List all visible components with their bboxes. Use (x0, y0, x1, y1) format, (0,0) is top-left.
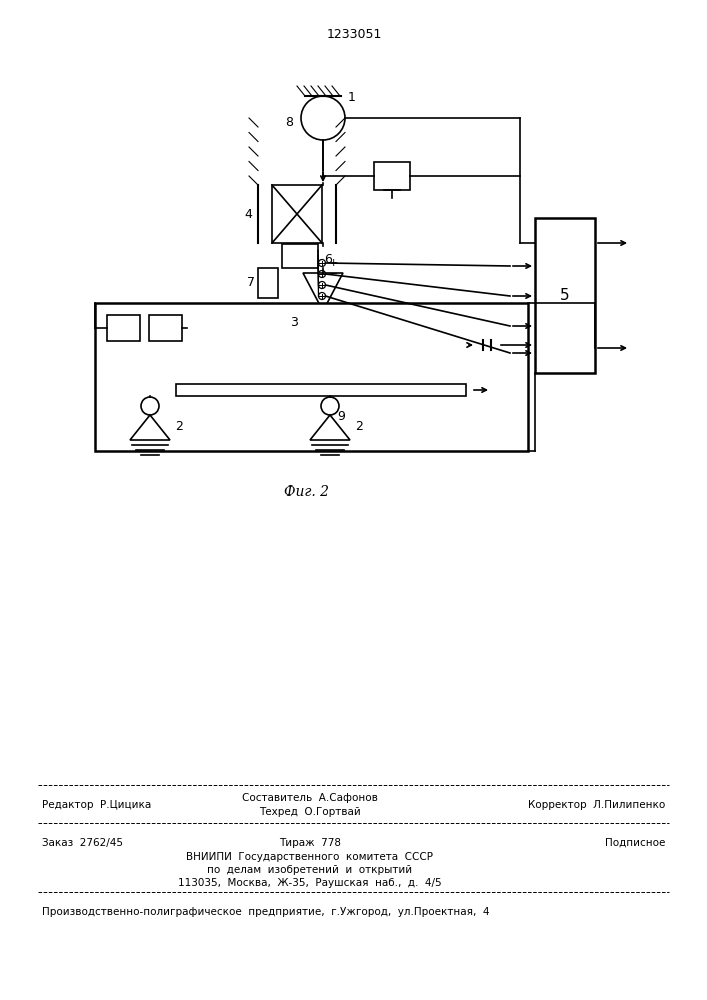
Bar (149, 315, 182, 341)
Text: 2: 2 (175, 420, 183, 434)
Text: 5: 5 (560, 288, 570, 303)
Text: Производственно-полиграфическое  предприятие,  г.Ужгород,  ул.Проектная,  4: Производственно-полиграфическое предприя… (42, 907, 489, 917)
Text: Корректор  Л.Пилипенко: Корректор Л.Пилипенко (527, 800, 665, 810)
Text: +: + (329, 258, 339, 268)
Text: Фиг. 2: Фиг. 2 (284, 485, 329, 499)
Text: 8: 8 (285, 116, 293, 129)
Text: 4: 4 (244, 208, 252, 221)
Bar (282, 244, 318, 268)
Bar (176, 384, 466, 396)
Text: Редактор  Р.Цицика: Редактор Р.Цицика (42, 800, 151, 810)
Bar (535, 218, 595, 373)
Text: Техред  О.Гортвай: Техред О.Гортвай (259, 807, 361, 817)
Bar (374, 162, 410, 190)
Text: 3: 3 (290, 316, 298, 330)
Text: 6: 6 (324, 253, 332, 266)
Text: по  делам  изобретений  и  открытий: по делам изобретений и открытий (207, 865, 413, 875)
Bar (95, 303, 528, 451)
Text: ВНИИПИ  Государственного  комитета  СССР: ВНИИПИ Государственного комитета СССР (187, 852, 433, 862)
Text: Заказ  2762/45: Заказ 2762/45 (42, 838, 123, 848)
Bar (476, 337, 498, 353)
Text: 9: 9 (337, 410, 345, 423)
Text: 7: 7 (247, 276, 255, 290)
Text: Составитель  А.Сафонов: Составитель А.Сафонов (242, 793, 378, 803)
Text: −: − (329, 269, 339, 279)
Text: 113035,  Москва,  Ж-35,  Раушская  наб.,  д.  4/5: 113035, Москва, Ж-35, Раушская наб., д. … (178, 878, 442, 888)
Text: Подписное: Подписное (604, 838, 665, 848)
Bar (107, 315, 140, 341)
Bar (258, 268, 278, 298)
Bar (272, 185, 322, 243)
Text: 1: 1 (348, 91, 356, 104)
Text: 2: 2 (355, 420, 363, 434)
Text: 1233051: 1233051 (327, 28, 382, 41)
Text: Тираж  778: Тираж 778 (279, 838, 341, 848)
